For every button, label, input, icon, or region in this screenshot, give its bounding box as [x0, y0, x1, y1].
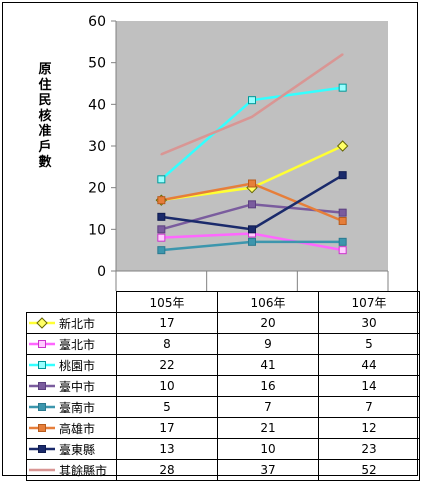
data-label: 41 — [217, 354, 319, 376]
data-label: 5 — [318, 333, 420, 355]
table-row: 臺南市 5 7 7 — [26, 396, 420, 418]
series-point-7-0 — [160, 153, 163, 156]
series-point-6-0 — [157, 212, 166, 221]
legend-entry: 新北市 — [26, 312, 117, 334]
series-point-6-2 — [338, 171, 347, 180]
table-row: 新北市 17 20 30 — [26, 312, 420, 334]
table-row: 臺中市 10 16 14 — [26, 375, 420, 397]
legend-label: 臺中市 — [59, 379, 96, 394]
legend-entry: 其餘縣市 — [26, 459, 117, 481]
legend-key-icon — [29, 340, 55, 348]
legend-key-icon — [29, 403, 55, 411]
y-tick-label: 60 — [88, 14, 106, 30]
data-label: 9 — [217, 333, 319, 355]
series-point-4-0 — [157, 246, 166, 255]
series-point-7-1 — [251, 115, 253, 118]
data-label: 21 — [217, 417, 319, 439]
x-tick-label: 106年 — [217, 291, 319, 313]
y-tick-label: 10 — [88, 222, 106, 238]
y-axis-label: 原住民核准戶數 — [38, 62, 52, 170]
legend-label: 桃園市 — [59, 358, 96, 373]
data-label: 14 — [318, 375, 420, 397]
series-point-0-2 — [336, 140, 349, 152]
x-tick-label: 107年 — [318, 291, 420, 313]
series-point-2-0 — [157, 175, 166, 184]
legend-label: 臺北市 — [59, 337, 96, 352]
data-label: 8 — [116, 333, 218, 355]
legend-entry: 桃園市 — [26, 354, 117, 376]
legend-entry: 臺東縣 — [26, 438, 117, 460]
data-label: 22 — [116, 354, 218, 376]
data-label: 5 — [116, 396, 218, 418]
table-row: 臺東縣 13 10 23 — [26, 438, 420, 460]
series-point-5-0 — [157, 196, 166, 205]
series-point-6-1 — [248, 225, 256, 234]
series-point-3-0 — [157, 225, 166, 234]
y-tick-label: 40 — [88, 97, 106, 113]
series-point-4-2 — [338, 237, 347, 246]
legend-label: 臺南市 — [59, 400, 96, 415]
series-point-1-2 — [338, 246, 347, 255]
data-label: 7 — [217, 396, 319, 418]
legend-label: 新北市 — [59, 316, 96, 331]
legend-key-icon — [29, 468, 55, 472]
series-point-1-0 — [157, 233, 166, 242]
series-point-5-1 — [248, 179, 256, 188]
legend-key-icon — [29, 445, 55, 453]
legend-key-icon — [29, 424, 55, 432]
data-label: 10 — [217, 438, 319, 460]
legend-label: 臺東縣 — [59, 442, 96, 457]
data-label: 44 — [318, 354, 420, 376]
table-row: 其餘縣市 28 37 52 — [26, 459, 420, 481]
table-corner — [27, 292, 117, 313]
data-label: 30 — [318, 312, 420, 334]
data-label: 10 — [116, 375, 218, 397]
series-point-2-1 — [248, 96, 256, 105]
legend-entry: 臺中市 — [26, 375, 117, 397]
y-tick-label: 30 — [88, 139, 106, 155]
series-point-3-2 — [338, 208, 347, 217]
table-row: 桃園市 22 41 44 — [26, 354, 420, 376]
table-row: 臺北市 8 9 5 — [26, 333, 420, 355]
data-label: 16 — [217, 375, 319, 397]
series-point-7-2 — [341, 53, 344, 56]
y-tick-label: 0 — [97, 264, 106, 280]
data-label: 37 — [217, 459, 319, 481]
x-tick-label: 105年 — [116, 291, 218, 313]
legend-key-icon — [29, 361, 55, 369]
legend-label: 其餘縣市 — [59, 463, 108, 478]
table-row: 高雄市 17 21 12 — [26, 417, 420, 439]
legend-key-icon — [29, 382, 55, 390]
legend-entry: 臺南市 — [26, 396, 117, 418]
legend-entry: 高雄市 — [26, 417, 117, 439]
y-tick-label: 50 — [88, 56, 106, 72]
data-label: 13 — [116, 438, 218, 460]
series-point-2-2 — [338, 83, 347, 92]
series-point-5-2 — [338, 217, 347, 225]
data-label: 20 — [217, 312, 319, 334]
data-label: 12 — [318, 417, 420, 439]
data-label: 7 — [318, 396, 420, 418]
legend-entry: 臺北市 — [26, 333, 117, 355]
data-table: 105年 106年 107年 新北市 17 20 30 臺北市 8 9 5 桃園市 22 41 44 臺中市 1… — [26, 291, 420, 481]
legend-label: 高雄市 — [59, 421, 96, 436]
data-label: 17 — [116, 417, 218, 439]
y-tick-label: 20 — [88, 181, 106, 197]
series-point-3-1 — [248, 200, 256, 209]
data-label: 52 — [318, 459, 420, 481]
legend-key-icon — [29, 317, 55, 329]
series-point-4-1 — [248, 237, 256, 246]
data-label: 23 — [318, 438, 420, 460]
data-label: 28 — [116, 459, 218, 481]
data-label: 17 — [116, 312, 218, 334]
